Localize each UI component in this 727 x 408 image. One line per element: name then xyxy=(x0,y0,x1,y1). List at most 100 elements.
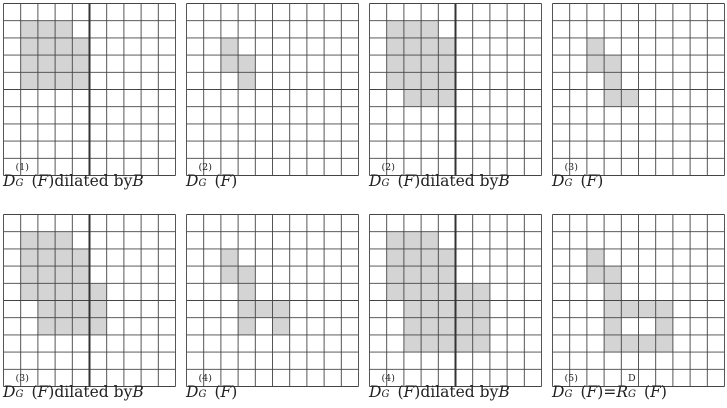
superscript: D xyxy=(628,373,636,384)
filled-cell xyxy=(89,317,107,335)
argument-paren: ( xyxy=(580,172,587,190)
filled-cell xyxy=(89,300,107,318)
filled-cell xyxy=(586,55,605,73)
filled-cell xyxy=(238,55,256,73)
filled-cell xyxy=(37,300,56,318)
argument-var: F xyxy=(586,383,598,401)
argument-paren: ) xyxy=(231,383,238,401)
subscript: G xyxy=(198,389,207,400)
filled-cell xyxy=(472,283,490,301)
filled-cell xyxy=(403,317,422,335)
filled-cell xyxy=(621,334,639,353)
structuring-element: B xyxy=(498,383,510,401)
filled-cell xyxy=(421,334,439,353)
filled-cell xyxy=(421,72,439,90)
operator-symbol: D xyxy=(3,383,16,401)
filled-cell xyxy=(55,317,73,335)
filled-cell xyxy=(20,72,38,90)
filled-cell xyxy=(386,20,404,38)
filled-cell xyxy=(472,300,490,318)
caption-p2: D (2) G (F) xyxy=(186,163,237,190)
filled-cell xyxy=(421,266,439,284)
operator-symbol: D xyxy=(369,172,382,190)
subscript: G xyxy=(198,178,207,189)
script-stack: (4) G xyxy=(381,374,397,400)
filled-cell xyxy=(604,300,622,318)
superscript: (5) xyxy=(564,373,578,384)
filled-cell xyxy=(37,248,56,267)
filled-cell xyxy=(238,266,256,284)
filled-cell xyxy=(438,300,456,318)
filled-cell xyxy=(72,317,90,335)
grid-p8 xyxy=(552,214,725,387)
argument-paren: ( xyxy=(644,383,651,401)
filled-cell xyxy=(55,266,73,284)
caption-text: dilated by xyxy=(54,383,133,401)
filled-cell xyxy=(403,89,422,107)
filled-cell xyxy=(438,266,456,284)
filled-cell xyxy=(20,37,38,56)
filled-cell xyxy=(72,266,90,284)
filled-cell xyxy=(20,55,38,73)
argument-var: F xyxy=(220,172,232,190)
filled-cell xyxy=(438,37,456,56)
argument-var: F xyxy=(37,172,49,190)
argument-var: F xyxy=(403,172,415,190)
filled-cell xyxy=(421,317,439,335)
filled-cell xyxy=(272,300,290,318)
filled-cell xyxy=(55,20,73,38)
filled-cell xyxy=(72,300,90,318)
filled-cell xyxy=(604,55,622,73)
filled-cell xyxy=(403,248,422,267)
filled-cell xyxy=(638,300,656,318)
superscript: (4) xyxy=(198,373,212,384)
filled-cell xyxy=(438,248,456,267)
filled-cell xyxy=(20,20,38,38)
filled-cell xyxy=(403,334,422,353)
filled-cell xyxy=(438,55,456,73)
filled-cell xyxy=(604,89,622,107)
filled-cell xyxy=(72,37,90,56)
argument-paren: ) xyxy=(597,383,604,401)
filled-cell xyxy=(421,231,439,249)
script-stack: (3) G xyxy=(564,163,580,189)
filled-cell xyxy=(621,89,639,107)
structuring-element: B xyxy=(498,172,510,190)
grid-p3 xyxy=(369,3,542,176)
filled-cell xyxy=(604,317,622,335)
filled-cell xyxy=(586,248,605,267)
filled-cell xyxy=(604,266,622,284)
filled-cell xyxy=(438,283,456,301)
filled-cell xyxy=(72,55,90,73)
superscript: (1) xyxy=(15,162,29,173)
subscript: G xyxy=(381,389,390,400)
filled-cell xyxy=(472,317,490,335)
filled-cell xyxy=(238,283,256,301)
filled-cell xyxy=(386,231,404,249)
filled-cell xyxy=(255,300,273,318)
argument-var: F xyxy=(586,172,598,190)
filled-cell xyxy=(386,266,404,284)
filled-cell xyxy=(220,248,239,267)
caption-p6: D (4) G (F) xyxy=(186,374,238,401)
filled-cell xyxy=(72,72,90,90)
subscript: G xyxy=(628,389,636,400)
subscript: G xyxy=(564,178,573,189)
filled-cell xyxy=(238,300,256,318)
subscript: G xyxy=(564,389,573,400)
caption-text: = xyxy=(603,383,617,401)
filled-cell xyxy=(386,283,404,301)
grid-p2 xyxy=(186,3,359,176)
filled-cell xyxy=(55,37,73,56)
filled-cell xyxy=(272,317,290,335)
filled-cell xyxy=(421,300,439,318)
filled-cell xyxy=(220,266,239,284)
filled-cell xyxy=(20,283,38,301)
filled-cell xyxy=(421,283,439,301)
grid-p6 xyxy=(186,214,359,387)
filled-cell xyxy=(638,334,656,353)
filled-cell xyxy=(438,334,456,353)
operator-symbol: D xyxy=(369,383,382,401)
filled-cell xyxy=(455,300,473,318)
